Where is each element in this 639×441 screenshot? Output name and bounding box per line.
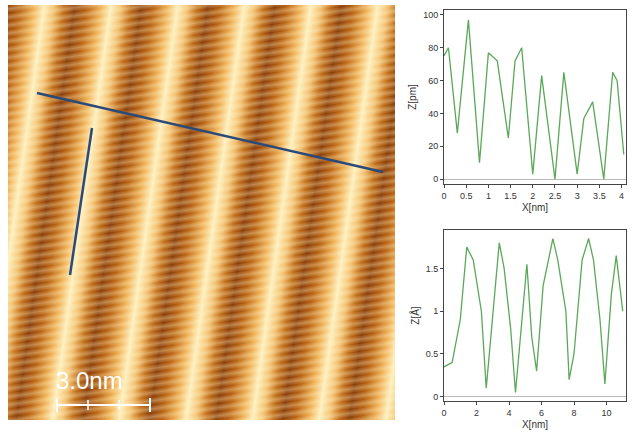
svg-text:6: 6 [539, 408, 544, 418]
svg-text:0: 0 [441, 408, 446, 418]
svg-text:4: 4 [506, 408, 511, 418]
svg-text:2.5: 2.5 [549, 191, 562, 201]
svg-text:0: 0 [441, 191, 446, 201]
svg-text:8: 8 [571, 408, 576, 418]
svg-text:20: 20 [428, 141, 438, 151]
svg-text:10: 10 [601, 408, 611, 418]
svg-text:1.5: 1.5 [426, 264, 439, 274]
svg-text:0: 0 [433, 174, 438, 184]
svg-text:3: 3 [575, 191, 580, 201]
svg-text:1.5: 1.5 [504, 191, 517, 201]
svg-text:X[nm]: X[nm] [522, 419, 548, 430]
svg-text:60: 60 [428, 76, 438, 86]
svg-text:40: 40 [428, 109, 438, 119]
svg-text:80: 80 [428, 43, 438, 53]
svg-text:4: 4 [619, 191, 624, 201]
svg-text:100: 100 [423, 10, 438, 20]
svg-text:0.5: 0.5 [460, 191, 473, 201]
svg-text:0: 0 [433, 392, 438, 402]
html-text:3.0nm: 3.0nm [56, 367, 123, 394]
svg-text:Z[Å]: Z[Å] [409, 306, 421, 325]
svg-text:Z[pm]: Z[pm] [407, 84, 418, 110]
svg-text:2: 2 [530, 191, 535, 201]
svg-text:X[nm]: X[nm] [522, 202, 548, 213]
svg-text:3.5: 3.5 [593, 191, 606, 201]
svg-text:1: 1 [433, 306, 438, 316]
svg-text:0.5: 0.5 [426, 349, 439, 359]
svg-text:2: 2 [474, 408, 479, 418]
svg-text:1: 1 [486, 191, 491, 201]
